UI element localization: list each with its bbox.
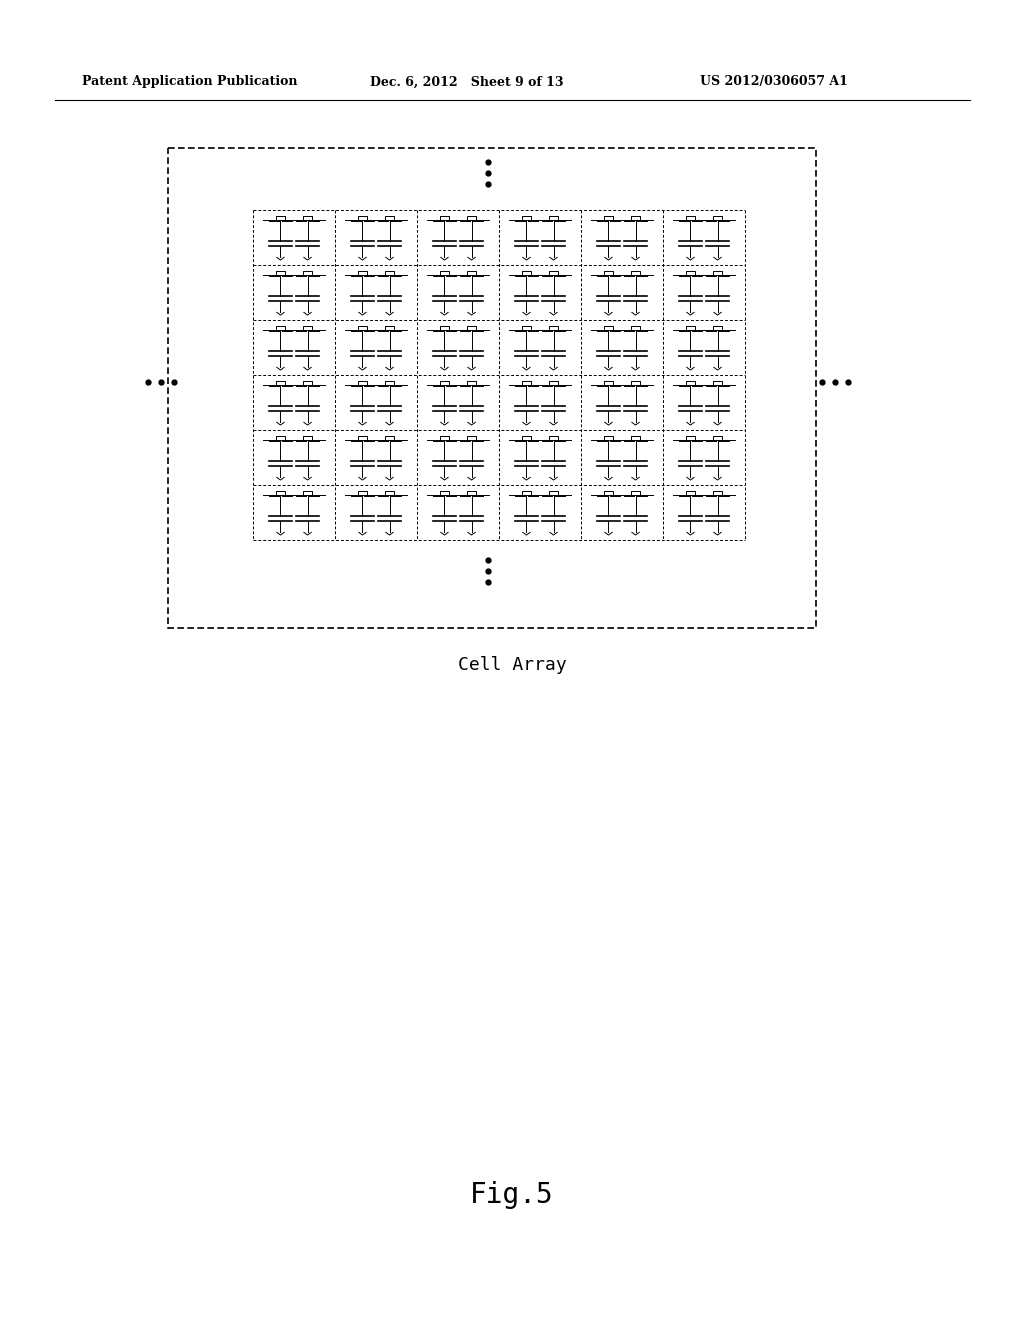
Text: Dec. 6, 2012   Sheet 9 of 13: Dec. 6, 2012 Sheet 9 of 13 — [370, 75, 563, 88]
Text: US 2012/0306057 A1: US 2012/0306057 A1 — [700, 75, 848, 88]
Text: Fig.5: Fig.5 — [470, 1181, 554, 1209]
Text: Patent Application Publication: Patent Application Publication — [82, 75, 298, 88]
Bar — [168, 148, 816, 628]
Text: Cell Array: Cell Array — [458, 656, 566, 675]
